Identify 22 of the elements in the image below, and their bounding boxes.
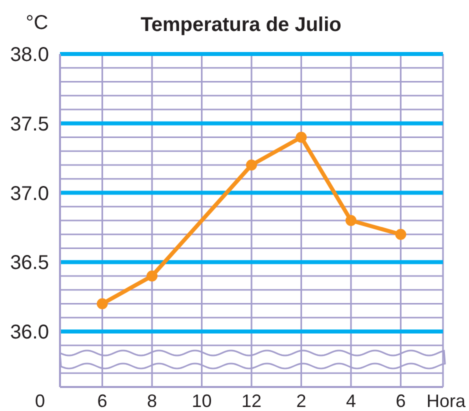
y-tick-label: 38.0 (10, 44, 49, 66)
x-tick-label: 8 (147, 391, 158, 411)
point (345, 215, 356, 226)
x-axis-title: Hora (426, 391, 466, 411)
x-tick-label: 2 (296, 391, 306, 411)
point (246, 160, 257, 170)
point (96, 298, 108, 310)
x-tick-label: 12 (241, 391, 262, 411)
x-tick-label: 6 (396, 391, 406, 411)
x-tick-label: 10 (192, 391, 212, 411)
chart-title: Temperatura de Julio (140, 14, 342, 36)
point (296, 132, 307, 143)
y-tick-label: 36.5 (10, 252, 49, 274)
point (146, 270, 158, 282)
text: 0 (34, 391, 46, 411)
point (395, 228, 406, 240)
y-axis-title: °C (26, 12, 48, 34)
y-tick-label: 37.5 (10, 113, 49, 136)
x-tick-label: 6 (97, 391, 108, 411)
y-tick-label: 37.0 (10, 182, 49, 205)
y-tick-label: 36.0 (10, 322, 49, 344)
x-tick-label: 4 (346, 391, 356, 411)
